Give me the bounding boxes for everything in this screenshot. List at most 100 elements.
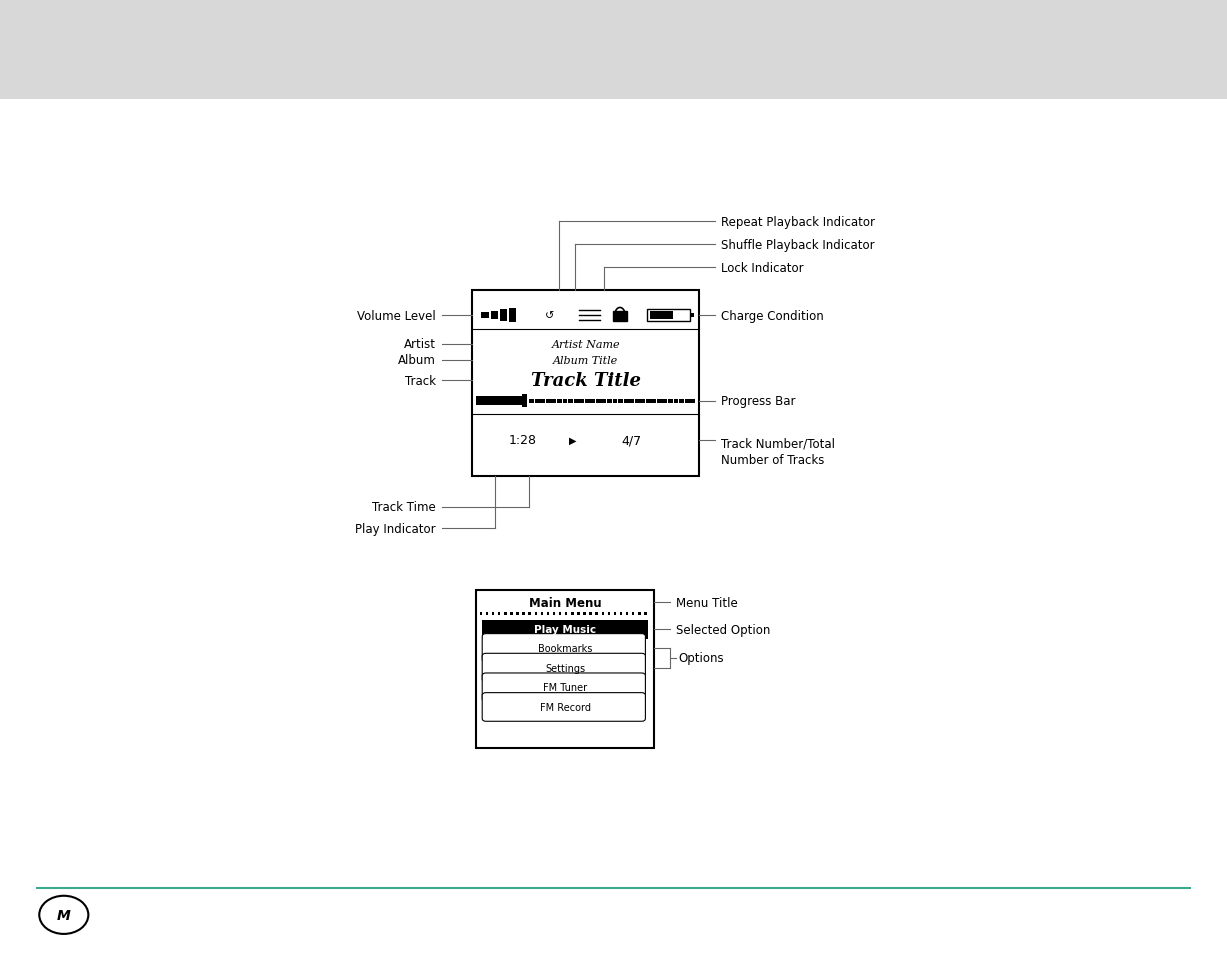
Bar [509, 309, 517, 323]
Text: Artist: Artist [404, 338, 436, 351]
Bar [652, 399, 656, 403]
Text: Selected Option: Selected Option [676, 623, 771, 636]
FancyBboxPatch shape [482, 693, 645, 721]
Bar [541, 612, 544, 615]
Bar [551, 399, 556, 403]
Bar [596, 399, 601, 403]
Bar [623, 399, 628, 403]
Bar [574, 399, 579, 403]
Text: Artist Name: Artist Name [552, 339, 620, 350]
Bar [481, 313, 488, 318]
Bar [523, 612, 525, 615]
Bar [685, 399, 690, 403]
Bar [486, 612, 488, 615]
Bar [612, 399, 617, 403]
Bar [535, 612, 537, 615]
Bar [510, 612, 513, 615]
Bar [521, 395, 526, 408]
Bar [626, 612, 628, 615]
Text: M: M [56, 908, 71, 922]
Bar [498, 612, 501, 615]
Text: Track Number/Total
Number of Tracks: Track Number/Total Number of Tracks [721, 437, 836, 466]
Bar [546, 399, 551, 403]
Bar [571, 612, 573, 615]
Bar [517, 612, 519, 615]
Text: ▶: ▶ [568, 436, 575, 445]
Text: Volume Level: Volume Level [357, 310, 436, 322]
Bar [691, 314, 694, 318]
Text: Bookmarks: Bookmarks [537, 643, 593, 653]
Text: Main Menu: Main Menu [529, 597, 601, 609]
Text: Album Title: Album Title [553, 355, 618, 365]
Bar [607, 612, 610, 615]
Text: Lock Indicator: Lock Indicator [721, 261, 804, 274]
Bar [560, 612, 562, 615]
FancyBboxPatch shape [482, 673, 645, 701]
Bar [590, 399, 595, 403]
Bar [647, 310, 691, 321]
Bar [563, 399, 568, 403]
Bar [492, 612, 494, 615]
Bar [589, 612, 591, 615]
FancyBboxPatch shape [482, 634, 645, 662]
Bar [472, 291, 699, 476]
Bar [629, 399, 634, 403]
Bar [607, 399, 612, 403]
Bar [476, 591, 654, 748]
Bar [480, 612, 482, 615]
Bar [679, 399, 683, 403]
Text: ↺: ↺ [545, 311, 555, 321]
Text: Options: Options [679, 652, 724, 664]
Bar [595, 612, 598, 615]
Bar [583, 612, 585, 615]
Bar [632, 612, 634, 615]
Text: Album: Album [398, 354, 436, 367]
Text: Repeat Playback Indicator: Repeat Playback Indicator [721, 215, 876, 229]
Text: FM Tuner: FM Tuner [544, 682, 587, 693]
Bar [529, 399, 534, 403]
Bar [618, 399, 623, 403]
Text: Settings: Settings [545, 663, 585, 673]
Bar [553, 612, 556, 615]
Bar [557, 399, 562, 403]
Text: Charge Condition: Charge Condition [721, 310, 825, 322]
Bar [568, 399, 573, 403]
Text: Track Title: Track Title [531, 372, 640, 390]
Bar [638, 612, 640, 615]
Bar [585, 399, 590, 403]
Text: 4/7: 4/7 [621, 434, 642, 447]
Text: Menu Title: Menu Title [676, 597, 737, 609]
Bar [614, 612, 616, 615]
Bar [482, 619, 648, 639]
Bar [674, 399, 679, 403]
Bar [620, 612, 622, 615]
Bar [577, 612, 579, 615]
Circle shape [39, 896, 88, 934]
Text: Shuffle Playback Indicator: Shuffle Playback Indicator [721, 238, 875, 252]
Bar [663, 399, 667, 403]
Bar [547, 612, 550, 615]
Bar [0, 0, 1227, 100]
Text: Play Music: Play Music [534, 624, 596, 635]
Bar [667, 399, 672, 403]
Bar [656, 399, 661, 403]
Text: Progress Bar: Progress Bar [721, 395, 796, 408]
Bar [491, 312, 498, 320]
Bar [649, 312, 672, 319]
FancyBboxPatch shape [482, 654, 645, 682]
Bar [529, 612, 531, 615]
Bar [535, 399, 540, 403]
Bar [499, 310, 507, 321]
Text: 1:28: 1:28 [508, 434, 536, 447]
Bar [540, 399, 545, 403]
Text: FM Record: FM Record [540, 702, 590, 712]
Bar [504, 612, 507, 615]
Bar [645, 399, 650, 403]
Text: Track: Track [405, 375, 436, 387]
Bar [634, 399, 639, 403]
Bar [640, 399, 645, 403]
Bar [579, 399, 584, 403]
Text: Play Indicator: Play Indicator [355, 522, 436, 536]
Bar [690, 399, 694, 403]
Bar [601, 399, 606, 403]
